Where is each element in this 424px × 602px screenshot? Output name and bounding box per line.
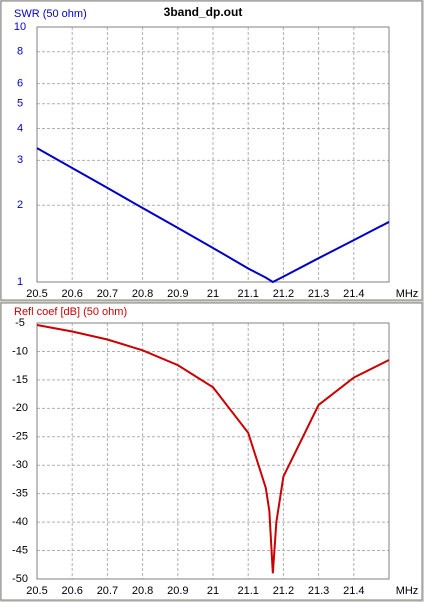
y-tick-label: -50 [12, 573, 28, 585]
x-tick-label: 21.1 [237, 288, 258, 300]
x-tick-label: 21.2 [273, 288, 294, 300]
y-tick-label: -35 [12, 488, 28, 500]
x-tick-label: 20.6 [61, 288, 82, 300]
bottom-panel [0, 302, 423, 601]
y-tick-label: 1 [17, 276, 23, 288]
x-tick-label: 21 [207, 585, 219, 597]
y-tick-label: -15 [12, 374, 28, 386]
y-tick-label: 5 [17, 98, 23, 110]
x-tick-label: 20.5 [26, 585, 47, 597]
y-axis-label: Refl coef [dB] (50 ohm) [14, 306, 127, 318]
x-tick-label: 21 [207, 288, 219, 300]
y-tick-label: 3 [17, 154, 23, 166]
x-tick-label: 21.1 [237, 585, 258, 597]
data-line [36, 147, 390, 284]
y-tick-label: 6 [17, 77, 23, 89]
x-tick-label: 20.9 [167, 585, 188, 597]
y-tick-label: 4 [17, 122, 23, 134]
x-tick-label: 20.7 [97, 288, 118, 300]
y-axis-label: SWR (50 ohm) [14, 8, 87, 20]
x-tick-label: 21.3 [308, 288, 329, 300]
y-tick-label: 10 [14, 21, 26, 33]
x-tick-label: 21.4 [343, 585, 364, 597]
y-tick-label: 2 [17, 199, 23, 211]
top-panel [0, 0, 423, 301]
x-tick-label: 20.8 [132, 288, 153, 300]
plot-border [36, 322, 390, 580]
y-tick-label: -20 [12, 402, 28, 414]
y-tick-label: -5 [15, 317, 25, 329]
y-tick-label: 8 [17, 46, 23, 58]
x-tick-label: 20.6 [61, 585, 82, 597]
plot-border [36, 26, 390, 283]
y-tick-label: -45 [12, 544, 28, 556]
y-tick-label: -25 [12, 431, 28, 443]
x-tick-label: 21.2 [273, 585, 294, 597]
x-tick-label: 21.3 [308, 585, 329, 597]
x-tick-label: 20.8 [132, 585, 153, 597]
x-unit: MHz [396, 288, 419, 300]
y-tick-label: -40 [12, 516, 28, 528]
data-line [36, 324, 390, 574]
x-tick-label: 21.4 [343, 288, 364, 300]
y-tick-label: -30 [12, 459, 28, 471]
y-tick-label: -10 [12, 345, 28, 357]
x-tick-label: 20.7 [97, 585, 118, 597]
x-tick-label: 20.5 [26, 288, 47, 300]
chart-title: 3band_dp.out [164, 5, 243, 19]
x-tick-label: 20.9 [167, 288, 188, 300]
x-unit: MHz [396, 585, 419, 597]
